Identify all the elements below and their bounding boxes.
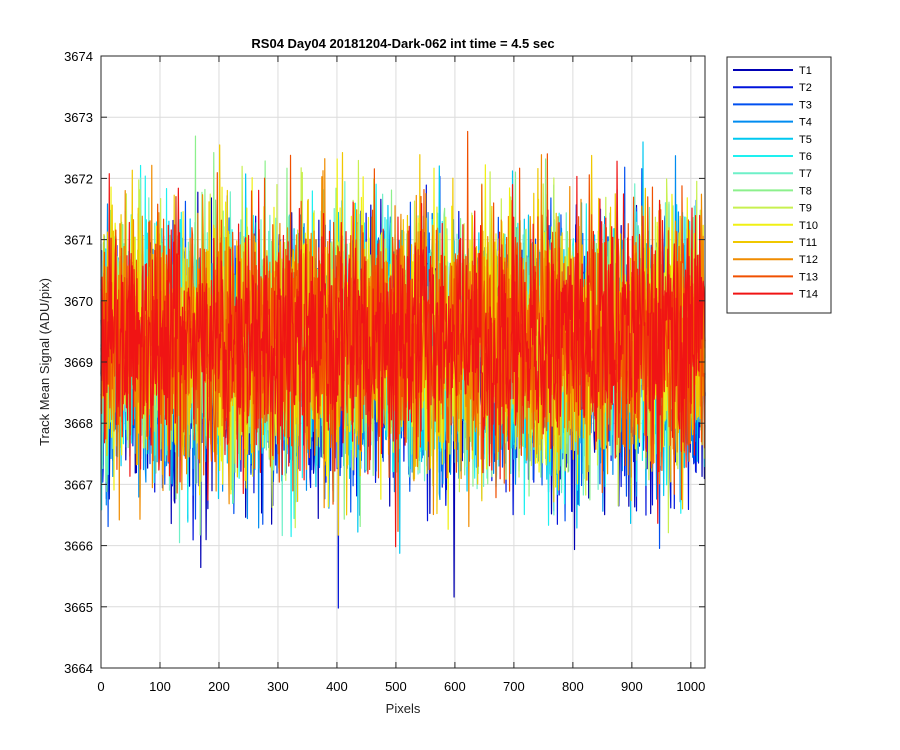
legend-label-t12: T12	[799, 254, 818, 266]
legend-label-t7: T7	[799, 168, 812, 180]
legend-box	[726, 56, 832, 314]
y-tick-label: 3667	[64, 477, 93, 492]
x-axis-label: Pixels	[386, 701, 421, 716]
legend-label-t6: T6	[799, 151, 812, 163]
legend-label-t13: T13	[799, 271, 818, 283]
x-tick-label: 200	[208, 679, 230, 694]
legend-label-t14: T14	[799, 289, 818, 301]
x-tick-label: 0	[97, 679, 104, 694]
y-tick-label: 3672	[64, 171, 93, 186]
legend-label-t4: T4	[799, 117, 812, 129]
legend-label-t5: T5	[799, 134, 812, 146]
y-tick-label: 3665	[64, 600, 93, 615]
chart-title: RS04 Day04 20181204-Dark-062 int time = …	[251, 36, 554, 51]
y-tick-label: 3674	[64, 49, 93, 64]
legend-label-t1: T1	[799, 65, 812, 77]
y-tick-label: 3670	[64, 294, 93, 309]
legend-label-t2: T2	[799, 82, 812, 94]
series-line-t14	[100, 160, 706, 548]
x-tick-label: 400	[326, 679, 348, 694]
x-tick-label: 100	[149, 679, 171, 694]
x-tick-label: 900	[621, 679, 643, 694]
x-tick-label: 700	[503, 679, 525, 694]
y-tick-label: 3671	[64, 233, 93, 248]
legend-label-t3: T3	[799, 99, 812, 111]
x-tick-label: 1000	[676, 679, 705, 694]
legend-label-t8: T8	[799, 185, 812, 197]
y-tick-label: 3666	[64, 539, 93, 554]
legend-label-t10: T10	[799, 220, 818, 232]
x-tick-label: 600	[444, 679, 466, 694]
x-tick-label: 500	[385, 679, 407, 694]
tick-layer: 0 100 200 300 400 500 600 700 800 900 1000 3664 3665…	[64, 49, 705, 694]
y-tick-label: 3669	[64, 355, 93, 370]
y-tick-label: 3664	[64, 661, 93, 676]
legend-label-t11: T11	[799, 237, 817, 249]
legend-label-t9: T9	[799, 203, 812, 215]
legend: T1 T2 T3 T4 T5 T6 T7 T8 T9 T10 T11 T12 T13 T14	[726, 56, 832, 314]
x-tick-label: 800	[562, 679, 584, 694]
x-tick-label: 300	[267, 679, 289, 694]
series-layer	[100, 130, 706, 609]
y-axis-label: Track Mean Signal (ADU/pix)	[37, 278, 52, 446]
y-tick-label: 3673	[64, 110, 93, 125]
y-tick-label: 3668	[64, 416, 93, 431]
